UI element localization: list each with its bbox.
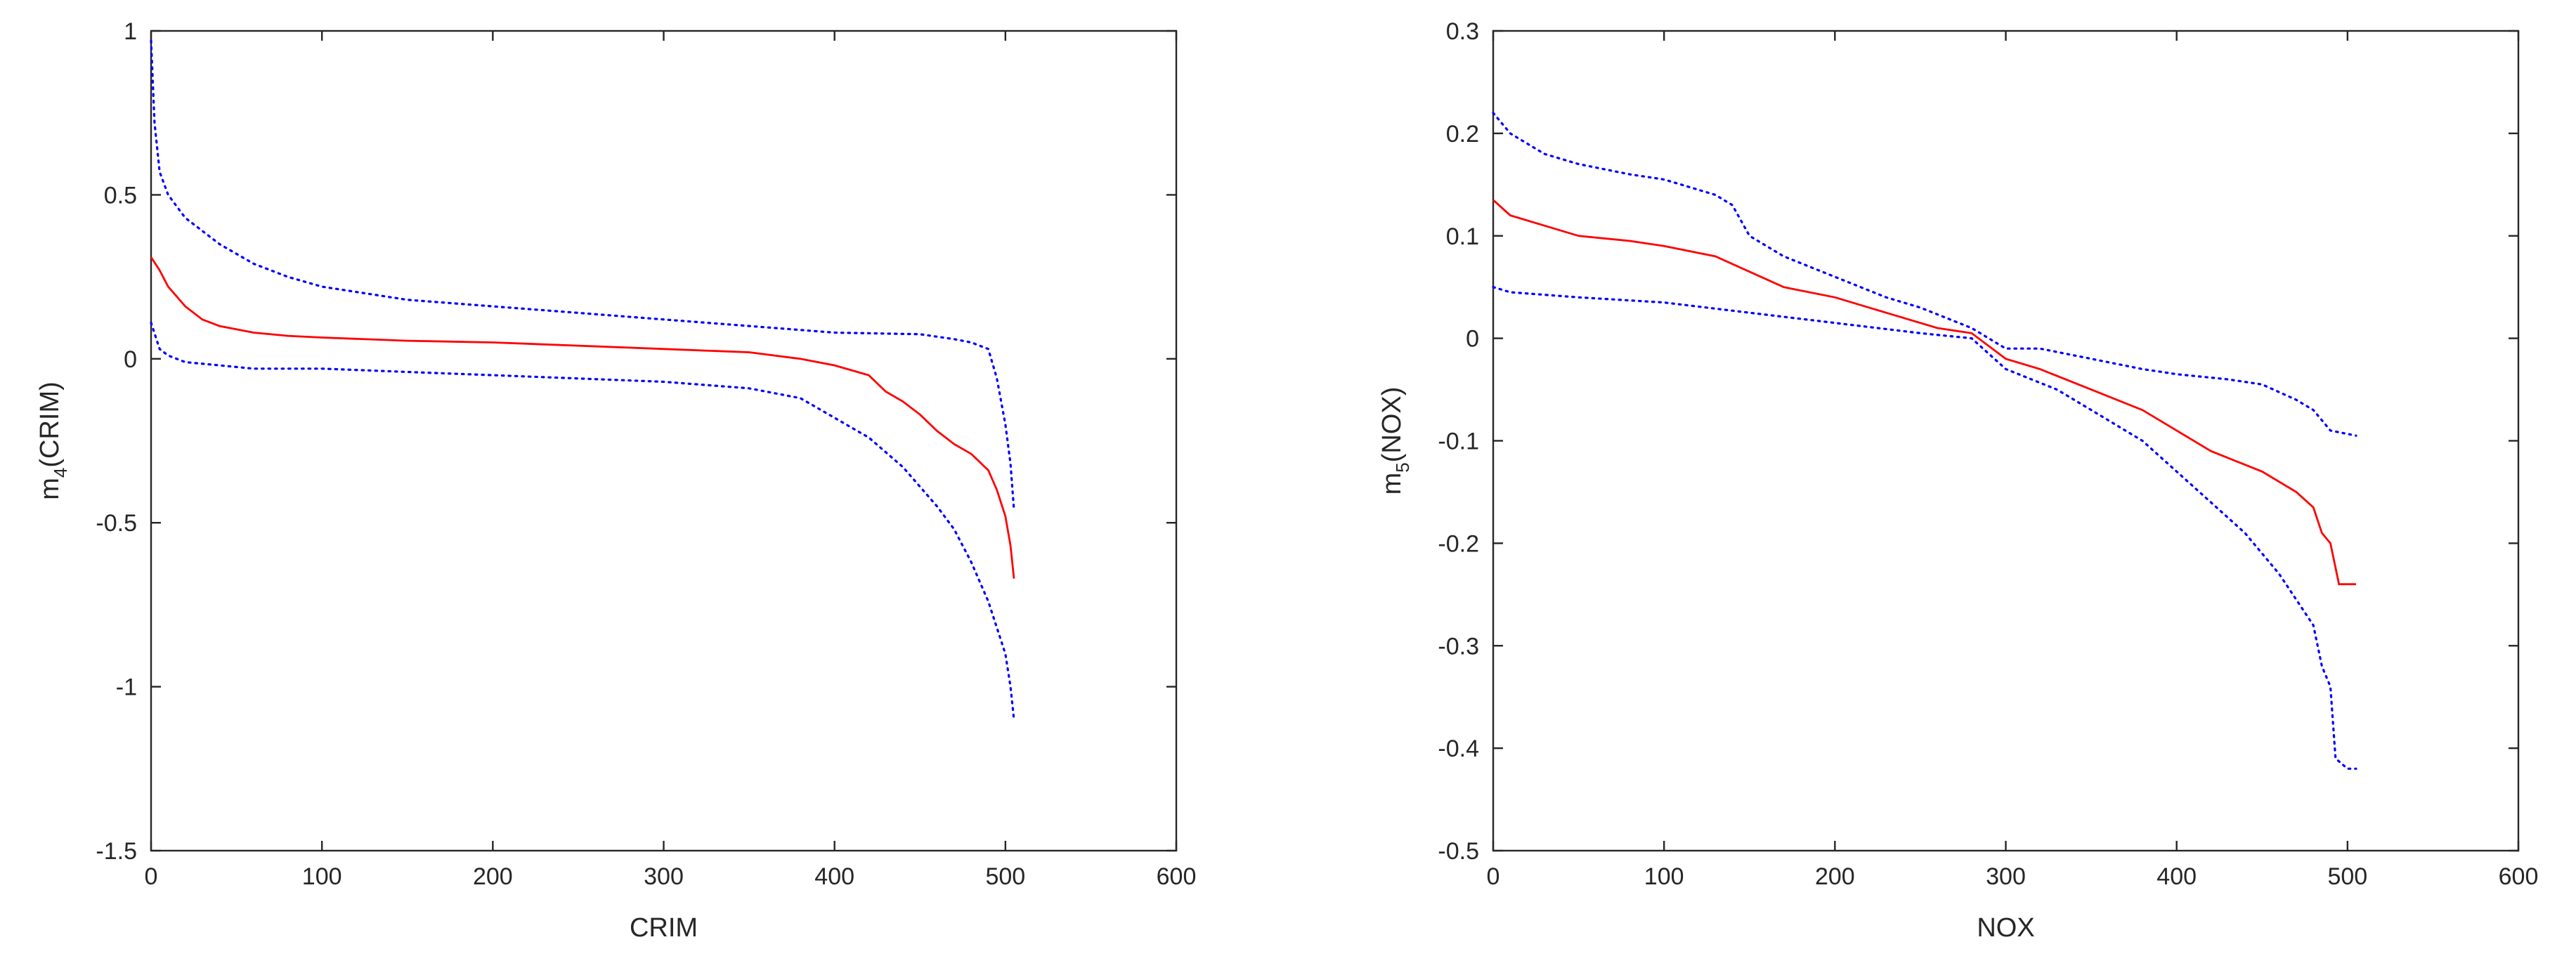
y-tick-label: 0.2: [1446, 121, 1479, 148]
x-tick-label: 500: [985, 863, 1025, 890]
y-tick-label: 0: [1466, 326, 1479, 353]
y-tick-label: 0.1: [1446, 223, 1479, 250]
y-tick-label: -0.5: [1438, 838, 1479, 865]
y-tick-label: -0.5: [96, 510, 137, 537]
x-tick-label: 200: [1815, 863, 1855, 890]
x-tick-label: 300: [1986, 863, 2026, 890]
series-line-estimate: [1492, 199, 2356, 586]
y-axis-label-suffix: (NOX): [1377, 387, 1407, 463]
x-tick-label: 0: [1487, 863, 1500, 890]
y-tick-label: -1.5: [96, 838, 137, 865]
series-line-estimate: [150, 256, 1015, 579]
y-axis-label-suffix: (CRIM): [35, 381, 65, 467]
plot-area: [150, 30, 1178, 852]
series-line-upper-band: [150, 39, 1015, 511]
y-tick-label: 0.3: [1446, 18, 1479, 45]
x-axis-label: NOX: [1977, 913, 2034, 943]
x-tick-label: 200: [473, 863, 513, 890]
y-axis-label-prefix: m: [35, 478, 65, 500]
y-axis-label-prefix: m: [1377, 473, 1407, 495]
x-tick-label: 100: [1644, 863, 1684, 890]
chart-m4-crim: 0 100 200 300 400 500 600 -1.5 -1 -0.5 0 0.5 1 CRIM m4…: [35, 18, 1196, 943]
x-axis-label: CRIM: [630, 913, 698, 943]
x-tick-label: 400: [2157, 863, 2197, 890]
x-tick-label: 600: [2499, 863, 2539, 890]
y-tick-label: -0.4: [1438, 735, 1479, 762]
series-line-upper-band: [1492, 112, 2357, 437]
x-tick-label: 100: [302, 863, 342, 890]
x-tick-label: 300: [644, 863, 684, 890]
series-line-lower-band: [1492, 286, 2357, 770]
y-tick-label: -0.3: [1438, 633, 1479, 660]
y-tick-label: -0.2: [1438, 530, 1479, 557]
plot-area: [1492, 30, 2520, 852]
y-tick-label: -0.1: [1438, 428, 1479, 455]
y-axis-label-subscript: 4: [50, 468, 71, 478]
x-tick-label: 600: [1157, 863, 1197, 890]
x-tick-label: 500: [2327, 863, 2367, 890]
x-tick-label: 0: [145, 863, 158, 890]
y-axis-label: m4(CRIM): [35, 381, 71, 500]
x-tick-label: 400: [814, 863, 854, 890]
y-tick-label: -1: [116, 674, 137, 701]
y-tick-label: 0.5: [104, 182, 137, 209]
y-axis-label: m5(NOX): [1377, 387, 1413, 495]
y-tick-label: 1: [124, 18, 137, 45]
y-tick-label: 0: [124, 346, 137, 373]
series-line-lower-band: [150, 321, 1015, 721]
y-axis-label-subscript: 5: [1392, 462, 1413, 472]
chart-m5-nox: 0 100 200 300 400 500 600 -0.5 -0.4 -0.3 -0.2 -0.1 0…: [1377, 18, 2538, 943]
